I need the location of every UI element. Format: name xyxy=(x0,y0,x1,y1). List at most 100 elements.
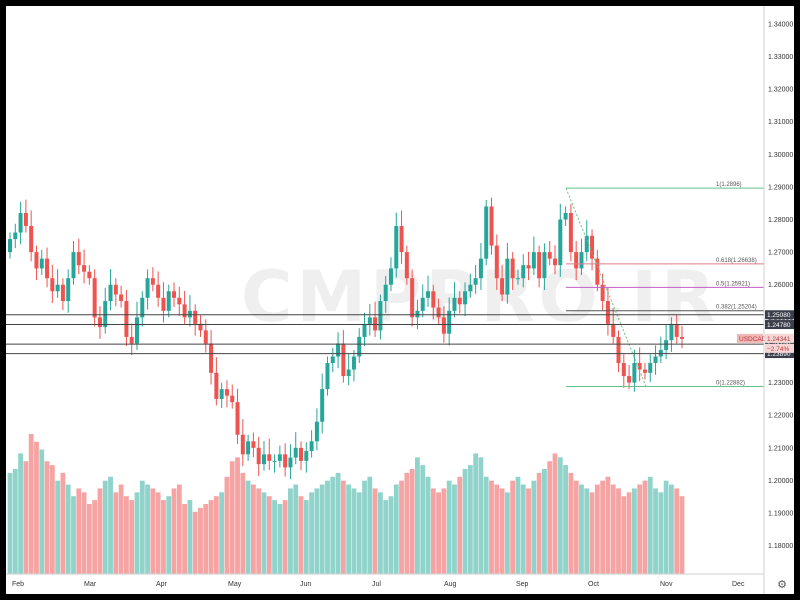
level-price-tag xyxy=(765,349,794,359)
candle-body xyxy=(235,402,240,435)
candle-body xyxy=(172,291,177,298)
volume-bar xyxy=(504,492,510,574)
volume-bar xyxy=(473,453,479,574)
volume-bar xyxy=(256,488,262,574)
candle-body xyxy=(404,252,409,279)
candle-body xyxy=(209,343,214,373)
candle-body xyxy=(436,307,441,318)
candle-body xyxy=(330,356,335,364)
month-label: Aug xyxy=(444,581,457,588)
volume-bar xyxy=(483,476,489,574)
candle-body xyxy=(542,252,547,279)
candle-body xyxy=(579,252,584,269)
volume-bar xyxy=(335,472,341,574)
candle-body xyxy=(637,363,642,370)
candle-body xyxy=(489,206,494,246)
candle-body xyxy=(240,434,245,455)
candle-body xyxy=(82,265,87,272)
candle-body xyxy=(463,291,468,305)
candle-body xyxy=(410,278,415,318)
candle-body xyxy=(600,284,605,302)
price-tick-label: 1.29000 xyxy=(768,184,793,191)
candle-body xyxy=(161,297,166,311)
candle-body xyxy=(373,317,378,331)
volume-bar xyxy=(309,492,315,574)
volume-bar xyxy=(303,500,309,574)
volume-bar xyxy=(44,461,50,574)
candle-body xyxy=(420,297,425,311)
candle-body xyxy=(55,284,60,292)
volume-bar xyxy=(219,492,225,574)
candle-body xyxy=(383,284,388,302)
volume-bar xyxy=(573,480,579,574)
candle-body xyxy=(563,212,568,220)
candle-body xyxy=(627,376,632,383)
change-tag xyxy=(765,343,794,353)
candle-body xyxy=(510,258,515,279)
candle-body xyxy=(71,252,76,279)
candle-body xyxy=(304,451,309,461)
volume-bar xyxy=(658,492,664,574)
candle-body xyxy=(272,460,277,462)
volume-bar xyxy=(282,500,288,574)
candle-body xyxy=(283,454,288,468)
candle-body xyxy=(76,252,81,266)
volume-bar xyxy=(235,457,240,574)
candle-body xyxy=(568,212,573,253)
month-label: Jul xyxy=(372,581,381,588)
volume-bar xyxy=(187,500,193,574)
candle-body xyxy=(39,258,44,269)
volume-bar xyxy=(49,465,55,574)
volume-bar xyxy=(34,441,39,574)
fib-level-label: 0.5(1.25921) xyxy=(716,281,750,287)
candle-body xyxy=(584,235,589,253)
volume-bar xyxy=(240,472,246,574)
volume-bar xyxy=(674,488,680,574)
volume-bar xyxy=(298,496,304,574)
volume-bar xyxy=(372,488,378,574)
candle-body xyxy=(531,252,536,269)
price-chart[interactable]: CMPPRO.IR 1(1.2896)0.618(1.26638)0.5(1.2… xyxy=(6,6,794,594)
candle-body xyxy=(92,278,97,318)
volume-bar xyxy=(388,496,394,574)
volume-bar xyxy=(425,476,431,574)
volume-bar xyxy=(23,461,29,574)
volume-bar xyxy=(102,480,108,574)
candle-body xyxy=(45,258,50,279)
volume-bar xyxy=(510,480,516,574)
volume-bar xyxy=(478,457,484,574)
candle-body xyxy=(119,294,124,302)
time-axis[interactable]: Feb Mar Apr May Jun Jul Aug Sep Oct Nov Dec xyxy=(12,581,745,588)
volume-bar xyxy=(547,461,553,574)
price-tick-label: 1.28000 xyxy=(768,217,793,224)
settings-gear-icon[interactable]: ⚙ xyxy=(777,579,787,591)
month-label: Jun xyxy=(300,581,311,588)
volume-bar xyxy=(192,511,198,574)
volume-bar xyxy=(113,492,119,574)
price-tick-label: 1.27000 xyxy=(768,250,793,257)
volume-bar xyxy=(499,488,505,574)
volume-bar xyxy=(129,500,135,574)
volume-bar xyxy=(76,488,82,574)
level-price-tag xyxy=(765,310,794,320)
candle-body xyxy=(87,271,92,279)
candle-body xyxy=(108,284,113,302)
candle-body xyxy=(13,232,18,240)
volume-bar xyxy=(594,484,600,574)
candle-body xyxy=(378,301,383,331)
candle-body xyxy=(537,252,542,279)
candle-body xyxy=(129,336,134,344)
price-axis[interactable]: 1.34000 1.33000 1.32000 1.31000 1.30000 1.290… xyxy=(768,21,793,550)
volume-bar xyxy=(605,476,611,574)
volume-bar xyxy=(340,480,346,574)
volume-bar xyxy=(351,488,357,574)
volume-bars xyxy=(7,434,685,574)
candle-body xyxy=(8,239,12,253)
volume-bar xyxy=(430,488,436,574)
candle-body xyxy=(653,356,658,364)
volume-bar xyxy=(124,496,129,574)
candle-body xyxy=(669,323,674,341)
volume-bar xyxy=(314,488,320,574)
last-price-tag xyxy=(765,333,794,343)
candle-body xyxy=(219,389,224,399)
